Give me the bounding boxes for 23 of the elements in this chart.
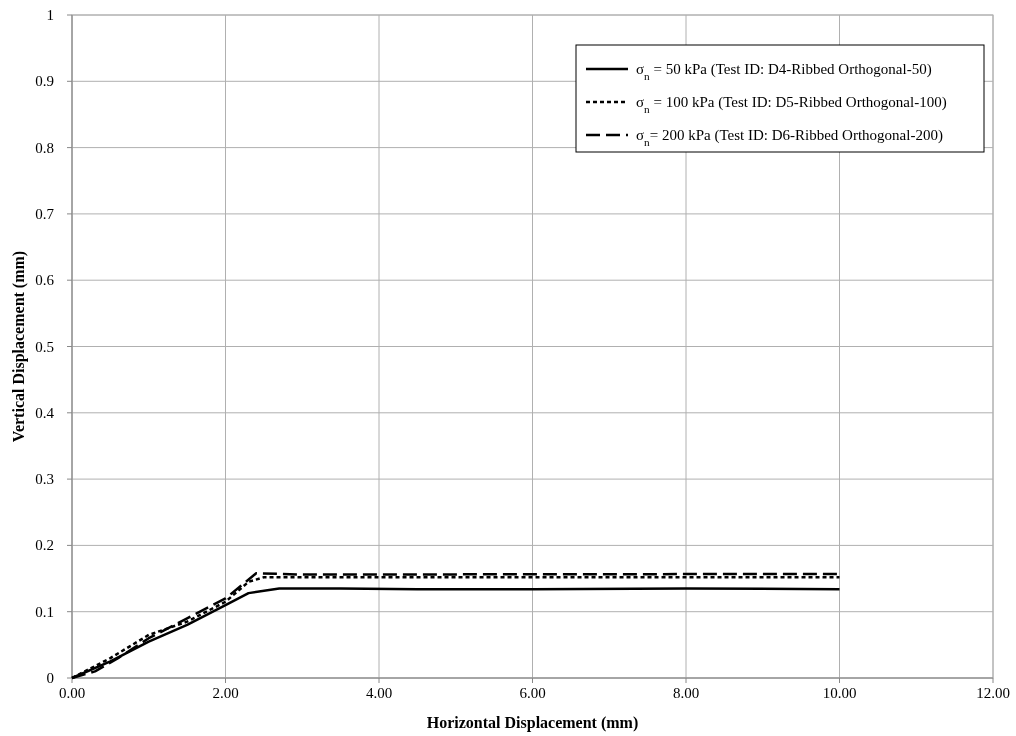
y-tick-label: 0 (46, 670, 54, 686)
y-tick-label: 0.2 (35, 537, 54, 554)
x-tick-label: 2.00 (212, 685, 239, 701)
legend-label: σ$_{n}$ = 50 kPa (Test ID: D4-Ribbed Orthogonal-50) (636, 61, 932, 82)
y-tick-label: 0.6 (35, 272, 55, 289)
y-tick-label: 0.7 (35, 205, 55, 222)
y-tick-label: 0.4 (35, 404, 55, 421)
legend-label: σ$_{n}$= 200 kPa (Test ID: D6-Ribbed Orthogonal-200) (636, 127, 943, 148)
y-tick-label: 0.8 (35, 139, 54, 156)
x-tick-label: 4.00 (365, 685, 393, 701)
x-tick-label: 12.00 (976, 685, 1010, 701)
y-tick-label: 0.3 (35, 471, 54, 488)
y-tick-label: 0.1 (35, 603, 54, 620)
y-tick-label: 0.5 (35, 338, 54, 355)
x-axis-title: Horizontal Displacement (mm) (426, 714, 639, 732)
legend-label: σ$_{n}$ = 100 kPa (Test ID: D5-Ribbed Orthogonal-100) (636, 94, 947, 115)
y-tick-label: 0.9 (35, 73, 54, 90)
x-tick-label: 8.00 (672, 685, 700, 701)
x-tick-label: 0.00 (58, 685, 86, 701)
x-tick-label: 6.00 (519, 685, 546, 701)
x-tick-label: 10.00 (822, 685, 857, 701)
y-tick-label: 1 (46, 7, 54, 23)
y-axis-title: Vertical Displacement (mm) (10, 250, 28, 443)
